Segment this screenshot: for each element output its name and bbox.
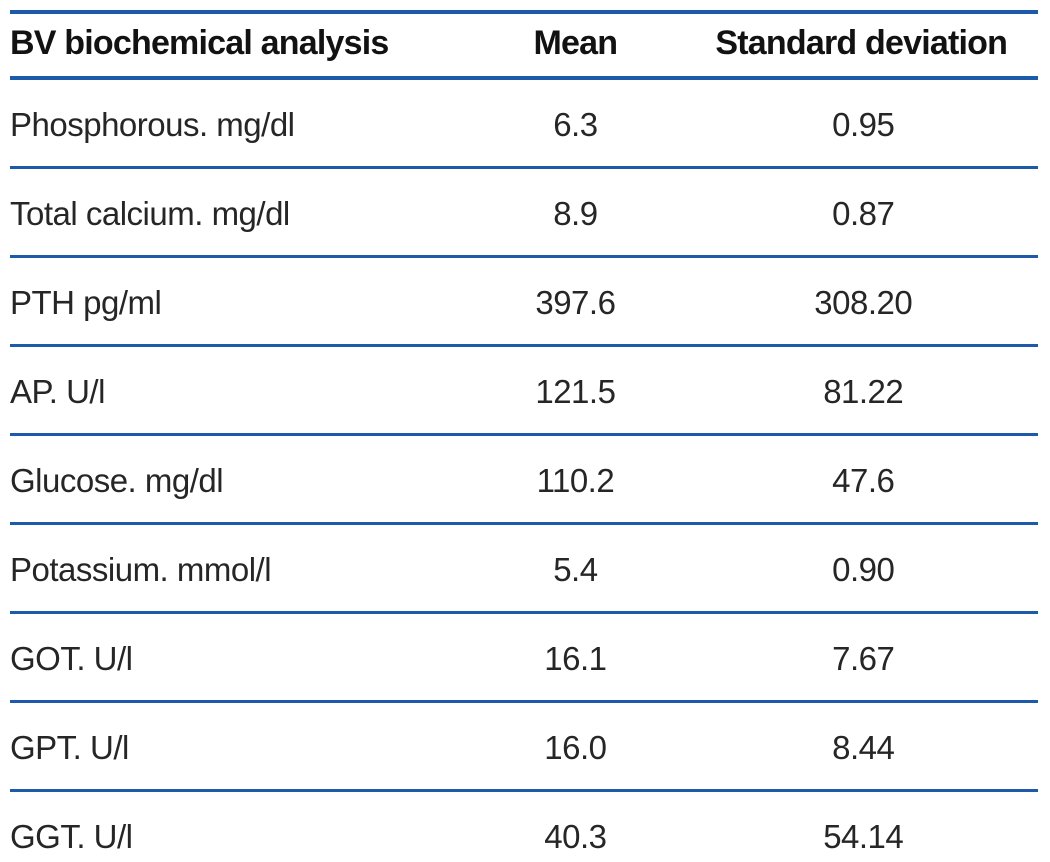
row-sd: 0.95 — [688, 78, 1038, 169]
table-body: Phosphorous. mg/dl 6.3 0.95 Total calciu… — [10, 78, 1038, 862]
table-row: GOT. U/l 16.1 7.67 — [10, 612, 1038, 703]
row-label: Phosphorous. mg/dl — [10, 78, 463, 169]
row-sd: 54.14 — [688, 790, 1038, 862]
column-header-mean: Mean — [462, 10, 689, 80]
row-label: PTH pg/ml — [10, 256, 463, 347]
row-sd: 0.90 — [688, 523, 1038, 614]
row-label: Total calcium. mg/dl — [10, 167, 463, 258]
row-label: GOT. U/l — [10, 612, 463, 703]
table-row: GGT. U/l 40.3 54.14 — [10, 790, 1038, 862]
row-mean: 16.0 — [462, 701, 689, 792]
row-sd: 308.20 — [688, 256, 1038, 347]
row-mean: 8.9 — [462, 167, 689, 258]
row-label: AP. U/l — [10, 345, 463, 436]
row-label: Potassium. mmol/l — [10, 523, 463, 614]
table-row: PTH pg/ml 397.6 308.20 — [10, 256, 1038, 347]
row-sd: 47.6 — [688, 434, 1038, 525]
row-sd: 8.44 — [688, 701, 1038, 792]
table-header: BV biochemical analysis Mean Standard de… — [10, 10, 1038, 80]
row-mean: 121.5 — [462, 345, 689, 436]
row-mean: 110.2 — [462, 434, 689, 525]
row-mean: 397.6 — [462, 256, 689, 347]
row-label: Glucose. mg/dl — [10, 434, 463, 525]
row-sd: 81.22 — [688, 345, 1038, 436]
row-label: GPT. U/l — [10, 701, 463, 792]
table-row: AP. U/l 121.5 81.22 — [10, 345, 1038, 436]
row-mean: 40.3 — [462, 790, 689, 862]
row-sd: 0.87 — [688, 167, 1038, 258]
header-row: BV biochemical analysis Mean Standard de… — [10, 10, 1038, 80]
row-mean: 6.3 — [462, 78, 689, 169]
biochemical-analysis-table: BV biochemical analysis Mean Standard de… — [10, 10, 1038, 862]
table-row: Total calcium. mg/dl 8.9 0.87 — [10, 167, 1038, 258]
row-mean: 5.4 — [462, 523, 689, 614]
table-row: Phosphorous. mg/dl 6.3 0.95 — [10, 78, 1038, 169]
row-mean: 16.1 — [462, 612, 689, 703]
table-row: Glucose. mg/dl 110.2 47.6 — [10, 434, 1038, 525]
row-label: GGT. U/l — [10, 790, 463, 862]
column-header-standard-deviation: Standard deviation — [688, 10, 1038, 80]
table-row: GPT. U/l 16.0 8.44 — [10, 701, 1038, 792]
row-sd: 7.67 — [688, 612, 1038, 703]
column-header-analysis: BV biochemical analysis — [10, 10, 463, 80]
table-row: Potassium. mmol/l 5.4 0.90 — [10, 523, 1038, 614]
